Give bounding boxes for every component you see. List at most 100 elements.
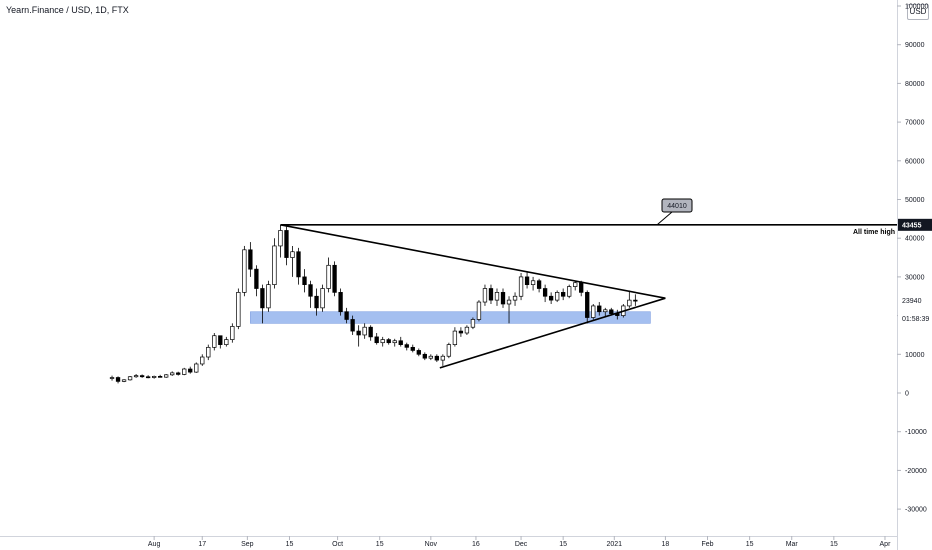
candle-body [133, 375, 139, 378]
candle-body [242, 249, 247, 293]
candle-body [170, 372, 175, 376]
chart-title: Yearn.Finance / USD, 1D, FTX [6, 5, 129, 15]
candle-body [386, 339, 391, 344]
y-tick-label: 40000 [905, 236, 925, 243]
x-tick-label: Sep [241, 541, 254, 548]
candle-body [121, 379, 127, 382]
price-marker-label: 01:58:39 [902, 316, 929, 323]
y-tick-label: 50000 [905, 197, 925, 204]
candle-body [200, 356, 205, 365]
price-marker-label: 23940 [902, 298, 922, 305]
y-tick-label: 0 [905, 391, 909, 398]
x-tick-label: 15 [830, 541, 838, 548]
candle-body [567, 286, 572, 297]
x-tick-label: 15 [559, 541, 567, 548]
candle-body [350, 319, 355, 332]
x-tick-label: 2021 [607, 541, 623, 548]
candle-body [404, 344, 409, 348]
x-tick-label: Aug [148, 541, 161, 548]
candle-body [609, 309, 614, 315]
candle-body [284, 230, 289, 258]
x-tick-label: 15 [286, 541, 294, 548]
candle-body [434, 355, 439, 361]
candle-body [212, 335, 217, 348]
candle-body [157, 376, 163, 378]
candle-body [109, 377, 115, 379]
y-tick-label: 90000 [905, 42, 925, 49]
x-tick-label: Dec [515, 541, 528, 548]
price-marker-box [898, 294, 932, 307]
candle-body [176, 372, 181, 375]
candle-body [260, 288, 265, 309]
x-tick-label: Apr [880, 541, 892, 548]
candle-body [338, 292, 343, 313]
candle-body [554, 292, 560, 301]
y-tick-label: 30000 [905, 274, 925, 281]
candle-body [278, 230, 283, 247]
x-tick-label: Oct [332, 541, 343, 548]
candle-body [224, 339, 229, 345]
candle-body [428, 355, 433, 359]
candle-body [374, 336, 379, 344]
candle-body [230, 326, 235, 340]
candle-body [296, 251, 301, 278]
candle-body [476, 301, 482, 320]
candle-body [182, 368, 187, 375]
candle-body [536, 280, 542, 289]
callout-box [661, 198, 693, 213]
candle-body [380, 339, 385, 344]
candle-body [344, 311, 349, 320]
candle-body [254, 268, 259, 289]
candle-body [266, 284, 271, 309]
callout-pointer [656, 211, 673, 226]
x-tick-label: Nov [425, 541, 438, 548]
candle-body [422, 353, 427, 359]
candle-body [561, 292, 566, 297]
candle-body [524, 276, 530, 285]
candle-body [585, 292, 590, 318]
candle-body [500, 292, 506, 305]
candle-body [392, 340, 397, 344]
x-tick-label: 15 [376, 541, 384, 548]
candle-body [368, 326, 373, 338]
support-zone [250, 311, 651, 324]
candle-body [314, 295, 319, 309]
candle-body [320, 288, 325, 309]
y-tick-label: -30000 [905, 507, 927, 514]
candle-body [470, 319, 476, 328]
candle-body [518, 276, 524, 297]
candle-body [440, 355, 446, 361]
candle-body [248, 249, 253, 270]
candle-body [410, 346, 415, 351]
candle-body [603, 309, 608, 313]
candle-body [356, 330, 361, 336]
candle-body [506, 299, 512, 305]
candle-body [290, 251, 295, 258]
y-tick-label: -10000 [905, 429, 927, 436]
y-tick-label: 70000 [905, 120, 925, 127]
candle-body [188, 368, 193, 373]
y-tick-label: 60000 [905, 158, 925, 165]
y-tick-label: 100000 [905, 4, 928, 11]
candle-body [236, 292, 241, 327]
currency-button[interactable]: USD [907, 4, 929, 20]
candle-body [530, 280, 536, 285]
candle-body [332, 264, 337, 293]
candle-body [446, 344, 452, 357]
candle-body [115, 377, 121, 382]
price-marker-box [898, 218, 932, 231]
candle-body [591, 305, 596, 318]
candle-body [512, 295, 518, 301]
y-tick-label: 10000 [905, 352, 925, 359]
candle-body [579, 282, 584, 293]
candle-body [326, 264, 331, 289]
candle-body [145, 376, 151, 379]
x-tick-label: Feb [701, 541, 713, 548]
candle-body [206, 346, 211, 358]
x-tick-label: 17 [198, 541, 206, 548]
candle-body [127, 376, 133, 381]
candle-body [194, 363, 199, 373]
candle-body [464, 326, 470, 334]
x-tick-label: 15 [746, 541, 754, 548]
